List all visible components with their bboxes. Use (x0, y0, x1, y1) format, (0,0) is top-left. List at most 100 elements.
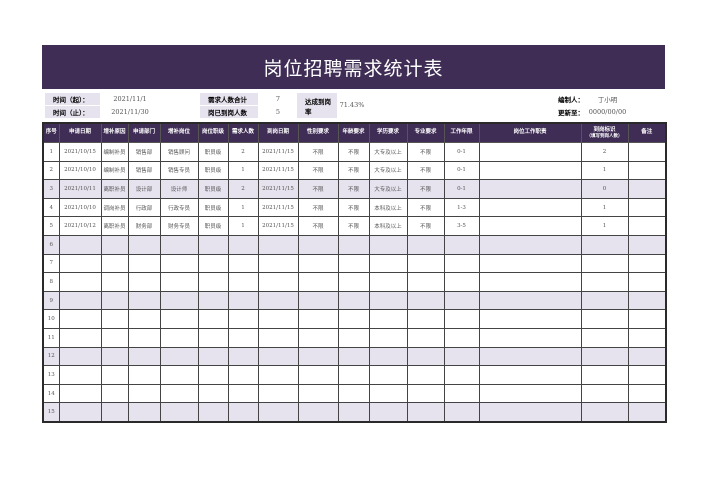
table-cell[interactable] (478, 160, 582, 181)
table-cell[interactable] (159, 309, 199, 329)
table-cell[interactable]: 职员级 (197, 197, 229, 218)
table-cell[interactable] (580, 346, 629, 367)
table-cell[interactable]: 不限 (337, 142, 370, 162)
table-cell[interactable] (337, 309, 370, 329)
table-cell[interactable]: 11 (42, 327, 60, 348)
table-cell[interactable] (227, 346, 259, 367)
table-cell[interactable] (443, 346, 480, 367)
table-cell[interactable]: 大专及以上 (368, 142, 408, 162)
table-cell[interactable] (227, 309, 259, 329)
table-cell[interactable]: 0-1 (443, 179, 480, 199)
table-cell[interactable] (197, 272, 229, 292)
table-cell[interactable]: 不限 (297, 142, 339, 162)
table-cell[interactable] (443, 365, 480, 385)
table-cell[interactable] (100, 234, 129, 255)
table-cell[interactable]: 10 (42, 309, 60, 329)
table-cell[interactable] (58, 365, 102, 385)
table-cell[interactable]: 1 (227, 216, 259, 236)
table-cell[interactable] (257, 346, 299, 367)
table-cell[interactable] (159, 272, 199, 292)
table-cell[interactable]: 编制补员 (100, 142, 129, 162)
table-cell[interactable] (100, 327, 129, 348)
table-cell[interactable] (443, 327, 480, 348)
table-cell[interactable] (337, 272, 370, 292)
table-cell[interactable]: 2021/10/11 (58, 179, 102, 199)
table-cell[interactable] (406, 309, 445, 329)
table-cell[interactable] (127, 402, 161, 423)
table-cell[interactable] (443, 383, 480, 404)
table-cell[interactable] (127, 272, 161, 292)
table-cell[interactable] (580, 383, 629, 404)
table-cell[interactable] (127, 346, 161, 367)
table-cell[interactable]: 职员级 (197, 160, 229, 181)
table-cell[interactable] (159, 327, 199, 348)
table-cell[interactable] (159, 253, 199, 274)
table-cell[interactable]: 不限 (337, 216, 370, 236)
table-cell[interactable] (478, 309, 582, 329)
table-cell[interactable] (478, 179, 582, 199)
table-cell[interactable]: 不限 (297, 197, 339, 218)
table-cell[interactable]: 2021/11/15 (257, 160, 299, 181)
table-cell[interactable] (627, 365, 667, 385)
table-cell[interactable] (580, 272, 629, 292)
table-cell[interactable] (58, 309, 102, 329)
table-cell[interactable] (197, 383, 229, 404)
table-cell[interactable] (227, 234, 259, 255)
table-cell[interactable] (127, 309, 161, 329)
table-cell[interactable] (580, 253, 629, 274)
table-cell[interactable]: 不限 (406, 179, 445, 199)
table-cell[interactable]: 2021/11/15 (257, 179, 299, 199)
table-cell[interactable] (478, 142, 582, 162)
table-cell[interactable]: 1 (42, 142, 60, 162)
table-cell[interactable] (443, 402, 480, 423)
table-cell[interactable]: 不限 (337, 197, 370, 218)
table-cell[interactable] (197, 253, 229, 274)
table-cell[interactable] (580, 309, 629, 329)
table-cell[interactable] (197, 365, 229, 385)
table-cell[interactable]: 2021/11/15 (257, 142, 299, 162)
table-cell[interactable]: 离职补员 (100, 216, 129, 236)
table-cell[interactable] (443, 290, 480, 311)
table-cell[interactable] (627, 142, 667, 162)
table-cell[interactable]: 设计部 (127, 179, 161, 199)
table-cell[interactable] (368, 309, 408, 329)
table-cell[interactable]: 8 (42, 272, 60, 292)
table-cell[interactable] (58, 290, 102, 311)
table-cell[interactable] (127, 327, 161, 348)
table-cell[interactable] (297, 402, 339, 423)
table-cell[interactable]: 2 (42, 160, 60, 181)
update-value[interactable]: 0000/00/00 (588, 108, 627, 116)
table-cell[interactable] (159, 383, 199, 404)
table-cell[interactable] (443, 253, 480, 274)
table-cell[interactable]: 本科及以上 (368, 197, 408, 218)
table-cell[interactable] (478, 253, 582, 274)
table-cell[interactable] (197, 402, 229, 423)
table-cell[interactable] (58, 402, 102, 423)
table-cell[interactable]: 4 (42, 197, 60, 218)
table-cell[interactable] (58, 383, 102, 404)
table-cell[interactable] (368, 402, 408, 423)
table-cell[interactable]: 7 (42, 253, 60, 274)
table-cell[interactable]: 6 (42, 234, 60, 255)
table-cell[interactable] (197, 346, 229, 367)
table-cell[interactable] (100, 365, 129, 385)
table-cell[interactable] (100, 272, 129, 292)
table-cell[interactable] (580, 327, 629, 348)
table-cell[interactable]: 1 (580, 216, 629, 236)
table-cell[interactable] (58, 253, 102, 274)
table-cell[interactable] (100, 253, 129, 274)
table-cell[interactable]: 1-3 (443, 197, 480, 218)
table-cell[interactable]: 财务专员 (159, 216, 199, 236)
table-cell[interactable] (478, 402, 582, 423)
table-cell[interactable]: 2021/10/10 (58, 160, 102, 181)
table-cell[interactable] (368, 327, 408, 348)
table-cell[interactable] (337, 234, 370, 255)
table-cell[interactable] (627, 197, 667, 218)
table-cell[interactable] (337, 383, 370, 404)
table-cell[interactable] (627, 290, 667, 311)
table-cell[interactable]: 1 (580, 160, 629, 181)
table-cell[interactable] (368, 383, 408, 404)
table-cell[interactable] (159, 365, 199, 385)
table-cell[interactable]: 2021/10/10 (58, 197, 102, 218)
table-cell[interactable] (406, 327, 445, 348)
